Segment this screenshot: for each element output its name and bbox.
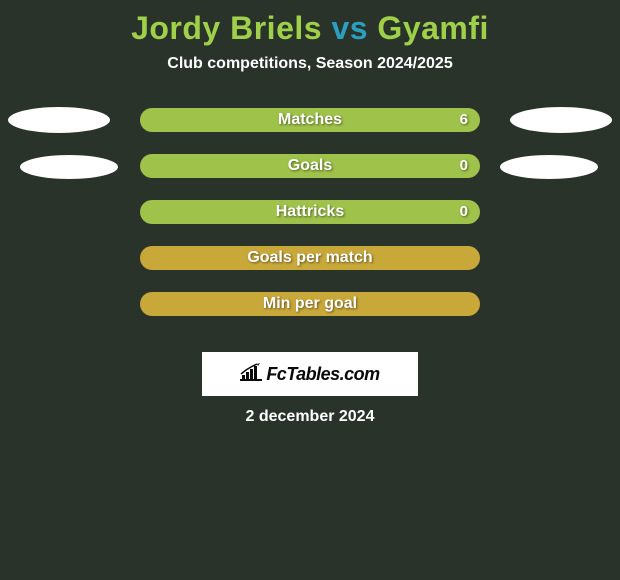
right-value-ellipse [510, 107, 612, 133]
subtitle: Club competitions, Season 2024/2025 [0, 55, 620, 73]
stat-row: Goals per match [0, 249, 620, 275]
stat-row: Matches6 [0, 111, 620, 137]
player1-name: Jordy Briels [131, 10, 322, 46]
stat-row: Min per goal [0, 295, 620, 321]
stat-row: Hattricks0 [0, 203, 620, 229]
left-value-ellipse [8, 107, 110, 133]
stat-label: Hattricks [140, 200, 480, 224]
stat-label: Goals [140, 154, 480, 178]
stat-rows: Matches6Goals0Hattricks0Goals per matchM… [0, 111, 620, 321]
stat-label: Matches [140, 108, 480, 132]
player2-name: Gyamfi [377, 10, 488, 46]
date-text: 2 december 2024 [0, 408, 620, 426]
stat-value: 0 [460, 200, 468, 224]
stat-bar: Matches6 [140, 108, 480, 132]
chart-icon [240, 363, 262, 386]
right-value-ellipse [500, 155, 598, 179]
vs-text: vs [331, 10, 368, 46]
stat-value: 0 [460, 154, 468, 178]
logo-box: FcTables.com [202, 352, 418, 396]
stat-label: Min per goal [140, 292, 480, 316]
stat-row: Goals0 [0, 157, 620, 183]
stat-label: Goals per match [140, 246, 480, 270]
stat-bar: Goals0 [140, 154, 480, 178]
stat-bar: Goals per match [140, 246, 480, 270]
stat-bar: Min per goal [140, 292, 480, 316]
stat-value: 6 [460, 108, 468, 132]
left-value-ellipse [20, 155, 118, 179]
stat-bar: Hattricks0 [140, 200, 480, 224]
logo-text: FcTables.com [266, 364, 379, 385]
page-title: Jordy Briels vs Gyamfi [0, 0, 620, 47]
comparison-card: Jordy Briels vs Gyamfi Club competitions… [0, 0, 620, 580]
